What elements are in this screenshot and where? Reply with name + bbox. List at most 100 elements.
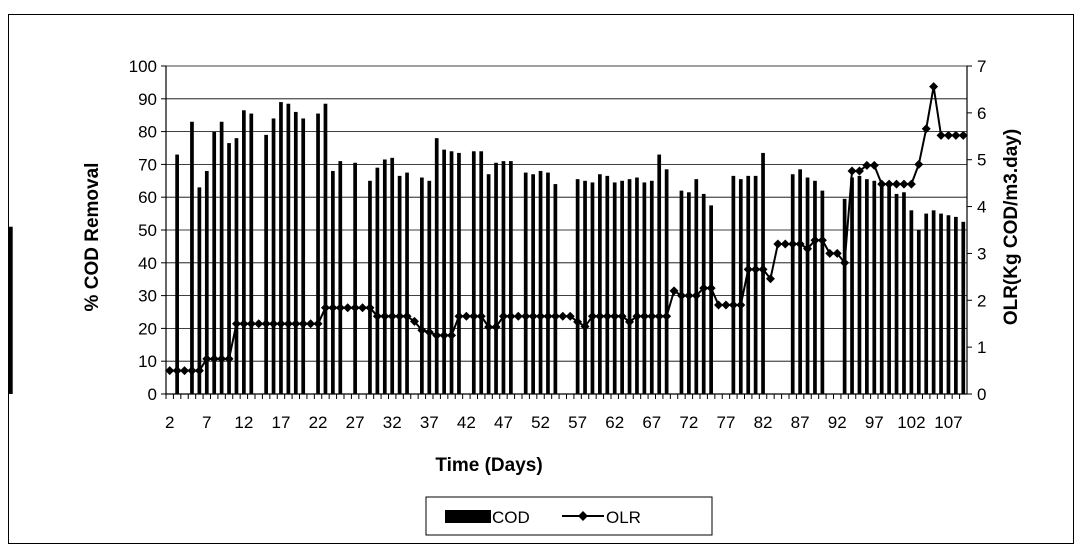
olr-point-day-68 [654,311,664,321]
x-tick-label-2: 2 [165,413,174,432]
olr-point-day-60 [595,311,605,321]
olr-point-day-97 [869,160,879,170]
olr-point-day-105 [929,82,939,92]
olr-point-day-49 [513,311,523,321]
cod-bar-day-88 [805,177,810,394]
olr-point-day-27 [350,303,360,313]
right-tick-label-5: 5 [977,151,986,170]
cod-bar-day-33 [397,175,402,394]
olr-point-day-36 [417,325,427,335]
olr-point-day-28 [358,303,368,313]
olr-point-day-62 [610,311,620,321]
olr-point-day-57 [573,317,583,327]
x-tick-label-82: 82 [754,413,773,432]
cod-bar-day-10 [227,143,231,394]
olr-point-day-73 [691,291,701,301]
right-tick-label-2: 2 [977,291,986,310]
cod-bar-day-40 [449,151,454,394]
x-tick-labels: 2 7 12 17 22 27 32 37 42 47 52 57 62 67 72 77 82 87 92 97 10… [165,413,963,432]
legend-cod-label: COD [492,508,530,527]
olr-point-day-109 [958,130,968,140]
olr-point-day-41 [454,311,464,321]
cod-bar-day-94 [850,177,854,394]
x-tick-label-87: 87 [791,413,810,432]
olr-point-day-3 [172,366,182,376]
cod-bar-day-102 [909,210,914,394]
olr-point-day-52 [536,311,546,321]
cod-bar-day-43 [471,151,476,394]
x-tick-label-92: 92 [828,413,847,432]
cod-bar-day-89 [813,180,817,394]
olr-point-day-82 [758,264,768,274]
olr-point-day-90 [817,235,827,245]
cod-bar-day-74 [701,193,706,394]
x-tick-label-47: 47 [494,413,513,432]
right-tick-label-1: 1 [977,338,986,357]
olr-point-day-91 [825,248,835,258]
cod-bar-day-101 [902,192,906,394]
cod-bar-day-11 [234,138,239,394]
olr-point-day-29 [365,303,375,313]
olr-point-day-37 [424,327,434,337]
cod-bar-day-107 [946,215,951,394]
olr-point-day-32 [387,311,397,321]
cod-bar-day-32 [390,157,395,394]
olr-point-day-95 [854,166,864,176]
cod-bar-day-46 [494,162,498,394]
olr-point-day-101 [899,179,909,189]
olr-point-day-45 [484,322,494,332]
cod-bar-day-7 [204,170,209,394]
gridlines [166,65,967,362]
left-tick-label-4: 40 [138,254,157,273]
cod-bar-day-95 [857,175,862,394]
olr-point-day-77 [721,300,731,310]
olr-point-day-6 [194,366,204,376]
left-tick-label-7: 70 [138,155,157,174]
cod-bar-day-60 [598,174,602,394]
cod-bar-day-81 [753,175,758,394]
olr-point-day-16 [269,319,279,329]
olr-point-day-24 [328,303,338,313]
x-tick-label-77: 77 [716,413,735,432]
olr-point-day-81 [751,264,761,274]
cod-bar-day-48 [509,161,513,394]
cod-bar-day-78 [731,175,736,394]
left-tick-label-10: 100 [129,57,157,76]
cod-bar-day-47 [501,161,506,394]
left-tick-label-0: 0 [148,385,157,404]
olr-point-day-98 [877,179,887,189]
cod-bar-day-63 [620,180,624,394]
olr-point-day-51 [528,311,538,321]
cod-bar-day-109 [961,221,966,394]
cod-bar-day-34 [405,172,409,394]
cod-bar-day-80 [746,175,751,394]
cod-bar-day-45 [486,174,491,394]
left-tick-label-2: 20 [138,319,157,338]
x-tick-label-67: 67 [642,413,661,432]
cod-bar-day-18 [286,103,291,394]
left-tick-label-1: 10 [138,352,157,371]
cod-bar-day-64 [627,179,632,394]
cod-bar-day-65 [635,177,639,394]
legend-olr-marker [578,511,588,521]
cod-bar-day-96 [865,179,869,394]
olr-point-day-56 [565,311,575,321]
x-tick-label-107: 107 [934,413,962,432]
olr-point-day-106 [936,130,946,140]
cod-bar-day-6 [197,187,202,394]
cod-bar-day-37 [427,180,432,394]
olr-point-day-50 [521,311,531,321]
cod-bar-day-23 [323,103,328,394]
cod-bar-day-3 [175,154,179,394]
cod-bar-day-54 [553,184,558,394]
cod-bar-day-75 [709,205,713,394]
x-tick-label-7: 7 [202,413,211,432]
olr-point-day-18 [283,319,293,329]
cod-bar-day-97 [872,180,877,394]
x-tick-label-37: 37 [420,413,439,432]
x-tick-label-62: 62 [605,413,624,432]
olr-point-day-86 [788,239,798,249]
olr-point-day-64 [625,317,635,327]
olr-point-day-48 [506,311,516,321]
